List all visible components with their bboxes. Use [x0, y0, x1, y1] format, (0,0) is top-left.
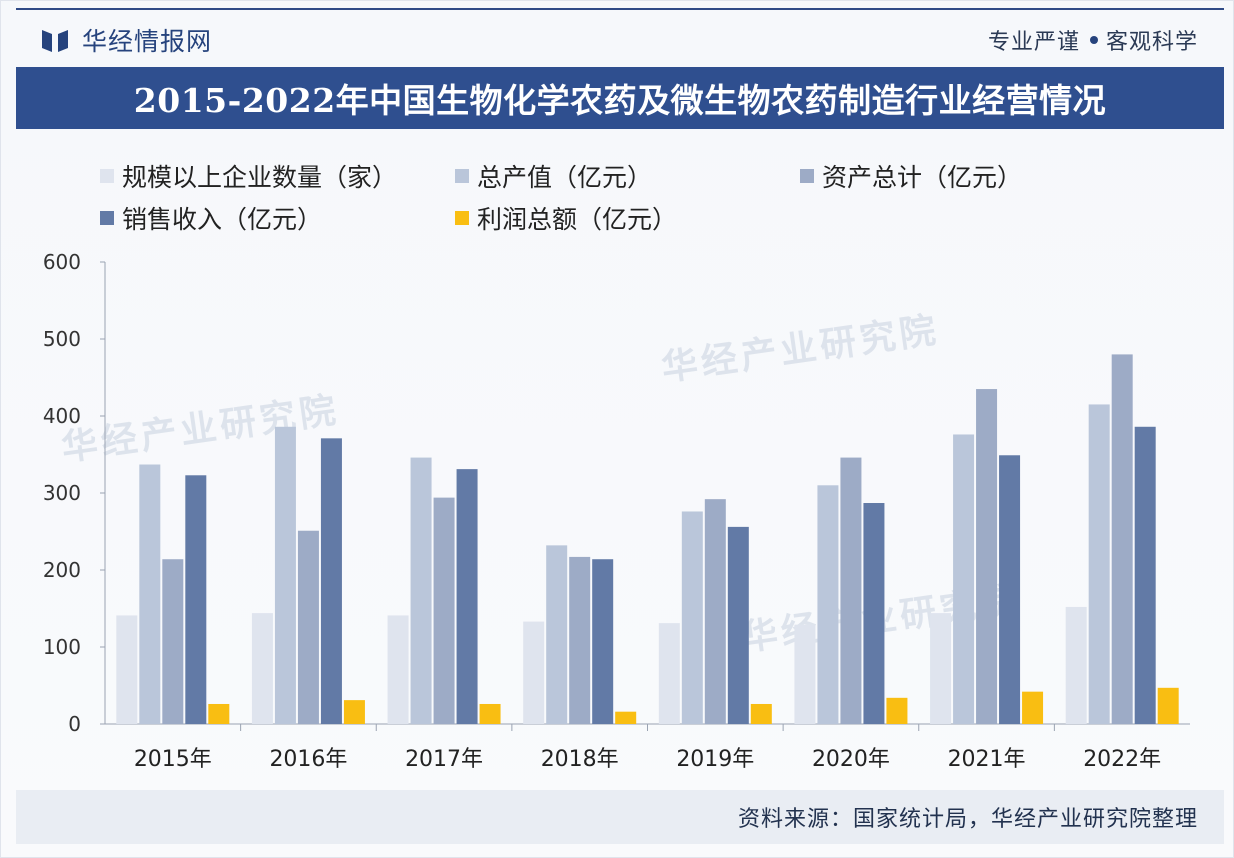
y-tick-label: 0	[68, 712, 81, 736]
x-tick-label: 2020年	[812, 747, 890, 772]
bar-chart: 0 100 200 300 400 500 600 2015年 2016年 2017年 2018年 2…	[43, 250, 1190, 772]
bar	[592, 559, 614, 724]
legend-swatch	[100, 211, 114, 225]
x-tick-label: 2019年	[676, 747, 754, 772]
bar	[1022, 691, 1044, 724]
y-tick-label: 400	[43, 404, 81, 428]
legend-swatch	[455, 169, 469, 183]
bar	[840, 457, 862, 724]
bar	[297, 530, 319, 724]
legend-swatch	[455, 211, 469, 225]
bar	[863, 503, 885, 724]
x-tick-label: 2022年	[1083, 747, 1161, 772]
bar	[546, 545, 568, 724]
legend: 规模以上企业数量（家） 总产值（亿元） 资产总计（亿元） 销售收入（亿元） 利润…	[100, 152, 1180, 244]
source-bar: 资料来源：国家统计局，华经产业研究院整理	[16, 790, 1224, 844]
legend-label: 总产值（亿元）	[477, 163, 653, 192]
bar	[886, 697, 908, 724]
x-tick-label: 2015年	[134, 747, 212, 772]
bar	[953, 434, 975, 724]
bar	[930, 613, 952, 724]
legend-swatch	[100, 169, 114, 183]
bar	[1111, 354, 1133, 724]
bar	[251, 613, 273, 724]
bar	[727, 526, 749, 724]
brand-name: 华经情报网	[82, 27, 213, 56]
slogan: 专业严谨 客观科学	[988, 22, 1198, 58]
brand-logo-icon	[42, 30, 68, 52]
bar	[817, 485, 839, 724]
bar	[162, 559, 184, 724]
legend-label: 利润总额（亿元）	[477, 205, 678, 234]
brand: 华经情报网	[40, 22, 212, 58]
y-tick-label: 100	[43, 635, 81, 659]
y-tick-label: 500	[43, 327, 81, 351]
bar	[320, 438, 342, 724]
title-bar: 2015-2022年中国生物化学农药及微生物农药制造行业经营情况	[16, 67, 1224, 129]
bar	[658, 623, 680, 724]
bar	[479, 703, 501, 724]
x-tick-label: 2016年	[269, 747, 347, 772]
bar	[387, 615, 409, 724]
legend-label: 销售收入（亿元）	[122, 205, 323, 234]
bar	[433, 497, 455, 724]
y-tick-label: 300	[43, 481, 81, 505]
bar	[208, 703, 230, 724]
slogan-dot-icon	[1089, 36, 1098, 44]
bar	[139, 464, 161, 724]
chart-title: 2015-2022年中国生物化学农药及微生物农药制造行业经营情况	[133, 81, 1107, 120]
bar	[274, 426, 296, 724]
legend-item: 销售收入（亿元）	[100, 200, 322, 236]
bar	[1088, 404, 1110, 724]
legend-label: 资产总计（亿元）	[822, 163, 1023, 192]
x-tick-label: 2021年	[948, 747, 1026, 772]
y-tick-label: 600	[43, 250, 81, 274]
bar	[185, 475, 207, 724]
bar	[343, 700, 365, 724]
bar	[569, 556, 591, 724]
bar	[615, 711, 637, 724]
legend-item: 资产总计（亿元）	[800, 158, 1022, 194]
legend-item: 总产值（亿元）	[455, 158, 652, 194]
slogan-right: 客观科学	[1105, 30, 1198, 55]
bar	[681, 511, 703, 724]
x-tick-label: 2018年	[541, 747, 619, 772]
bar	[976, 389, 998, 724]
bar	[1157, 687, 1179, 724]
bar	[456, 469, 478, 724]
x-tick-label: 2017年	[405, 747, 483, 772]
legend-item: 利润总额（亿元）	[455, 200, 677, 236]
legend-swatch	[800, 169, 814, 183]
bar	[523, 621, 545, 724]
bar	[999, 455, 1021, 724]
bar	[1065, 606, 1087, 724]
slogan-left: 专业严谨	[987, 30, 1080, 55]
bar	[1134, 426, 1156, 724]
bar	[116, 615, 138, 724]
legend-item: 规模以上企业数量（家）	[100, 158, 397, 194]
source-note: 资料来源：国家统计局，华经产业研究院整理	[737, 807, 1198, 832]
bar	[794, 624, 816, 724]
bar	[750, 703, 772, 724]
legend-label: 规模以上企业数量（家）	[122, 163, 398, 192]
bar	[410, 457, 432, 724]
bar	[704, 499, 726, 724]
y-tick-label: 200	[43, 558, 81, 582]
top-accent-line	[16, 8, 1224, 10]
